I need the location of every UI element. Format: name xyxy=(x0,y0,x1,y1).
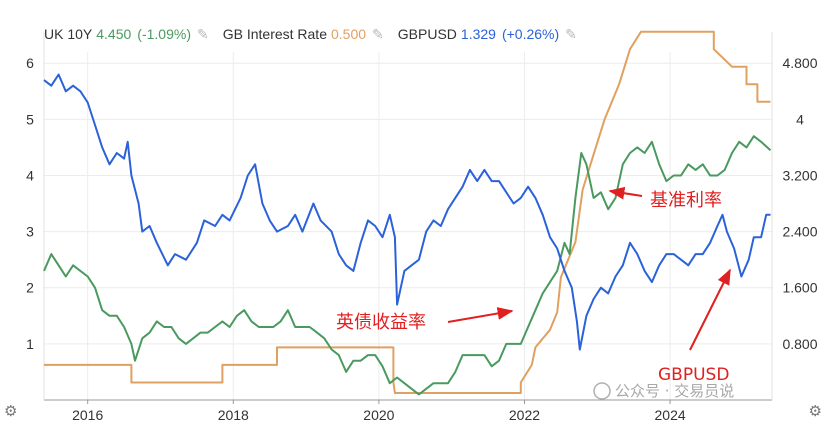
series-line-uk-10y xyxy=(43,135,772,396)
x-tick-label: 2018 xyxy=(218,407,249,423)
pencil-icon[interactable]: ✎ xyxy=(565,25,577,42)
y-right-tick-label: 0.800 xyxy=(782,336,817,352)
x-tick-label: 2020 xyxy=(363,407,394,423)
legend-change: (-1.09%) xyxy=(137,26,191,42)
y-left-tick-label: 3 xyxy=(26,224,34,240)
series-line-gb-interest-rate xyxy=(44,30,771,394)
y-right-tick-label: 2.400 xyxy=(782,224,817,240)
legend-change: (+0.26%) xyxy=(501,26,560,42)
y-left-tick-label: 2 xyxy=(26,280,34,296)
chart-legend: UK 10Y 4.450 (-1.09%) ✎ GB Interest Rate… xyxy=(44,24,591,44)
left-settings-gear-icon[interactable]: ⚙ xyxy=(4,403,18,420)
legend-label: UK 10Y xyxy=(44,26,93,42)
legend-item-gbpusd[interactable]: GBPUSD 1.329 (+0.26%) ✎ xyxy=(398,26,577,43)
wechat-icon xyxy=(593,382,611,400)
x-tick-label: 2016 xyxy=(72,407,103,423)
legend-value: 4.450 xyxy=(96,26,132,42)
annotation-label: GBPUSD xyxy=(658,365,729,385)
y-right-tick-label: 3.200 xyxy=(782,167,817,183)
legend-value: 0.500 xyxy=(331,26,367,42)
pencil-icon[interactable]: ✎ xyxy=(196,25,209,42)
legend-value: 1.329 xyxy=(460,26,496,42)
legend-label: GB Interest Rate xyxy=(222,26,327,42)
x-tick-label: 2022 xyxy=(509,407,540,423)
series-line-gbpusd xyxy=(43,73,771,351)
x-tick-label: 2024 xyxy=(655,407,686,423)
legend-item-interest-rate[interactable]: GB Interest Rate 0.500 ✎ xyxy=(223,26,384,43)
pencil-icon[interactable]: ✎ xyxy=(372,25,384,42)
right-settings-gear-icon[interactable]: ⚙ xyxy=(808,403,822,420)
annotation-arrow xyxy=(608,186,643,200)
annotation-label: 英债收益率 xyxy=(336,312,426,333)
watermark-text: 公众号 · 交易员说 xyxy=(615,382,734,400)
annotation-arrow xyxy=(689,268,731,351)
y-left-tick-label: 6 xyxy=(26,55,34,71)
y-left-tick-label: 1 xyxy=(26,336,34,352)
annotation-label: 基准利率 xyxy=(650,190,722,211)
annotation-arrow xyxy=(447,307,514,323)
y-left-tick-label: 4 xyxy=(26,167,34,183)
y-right-tick-label: 4 xyxy=(796,111,804,127)
y-right-tick-label: 4.800 xyxy=(782,55,817,71)
legend-label: GBPUSD xyxy=(397,26,457,42)
y-right-tick-label: 1.600 xyxy=(782,280,817,296)
legend-item-uk10y[interactable]: UK 10Y 4.450 (-1.09%) ✎ xyxy=(44,26,209,43)
y-left-tick-label: 5 xyxy=(26,111,34,127)
